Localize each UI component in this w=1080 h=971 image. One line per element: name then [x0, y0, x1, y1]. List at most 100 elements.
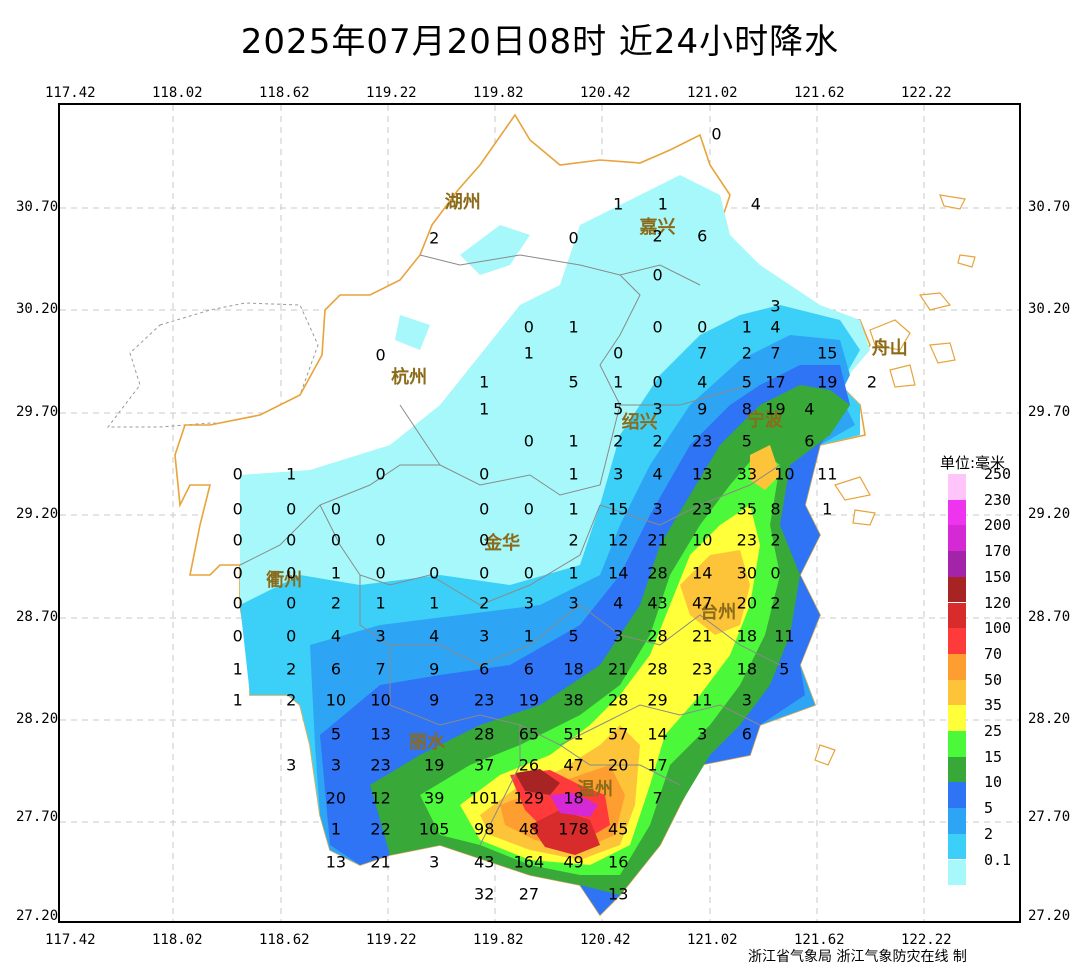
station-value: 23 [692, 659, 713, 679]
legend-item: 10 [948, 773, 1038, 809]
station-value: 27 [518, 884, 540, 904]
station-value: 1 [330, 563, 342, 582]
station-value: 98 [474, 819, 495, 839]
city-label: 杭州 [391, 366, 428, 388]
station-value: 9 [697, 399, 708, 418]
station-value: 17 [765, 372, 786, 392]
station-value: 105 [418, 819, 450, 839]
station-value: 0 [479, 530, 490, 550]
station-value: 3 [741, 690, 752, 710]
station-value: 51 [563, 724, 584, 744]
legend-item: 150 [948, 568, 1038, 603]
station-value: 1 [479, 372, 490, 392]
legend-item: 2 [948, 825, 1038, 860]
station-value: 65 [518, 724, 540, 744]
station-value: 21 [370, 852, 391, 872]
station-value: 26 [518, 755, 540, 775]
right-tick-label: 30.70 [1028, 199, 1071, 215]
station-value: 13 [325, 852, 347, 872]
bottom-tick-label: 119.82 [473, 932, 524, 948]
station-value: 20 [325, 788, 347, 808]
station-value: 0 [286, 530, 297, 550]
right-tick-label: 29.20 [1028, 506, 1071, 522]
station-value: 0 [523, 499, 534, 519]
station-value: 1 [741, 317, 752, 336]
station-value: 6 [330, 659, 342, 679]
station-value: 15 [817, 343, 838, 363]
station-value: 18 [736, 659, 758, 679]
station-value: 2 [330, 593, 342, 613]
city-boundaries [239, 254, 781, 846]
top-tick-label: 119.22 [366, 85, 417, 101]
station-value: 5 [613, 399, 624, 418]
station-value: 3 [479, 626, 490, 646]
station-value: 12 [608, 530, 629, 550]
station-value: 2 [286, 690, 297, 710]
left-tick-label: 28.70 [16, 609, 59, 625]
station-value: 45 [608, 819, 629, 839]
station-value: 0 [286, 626, 297, 646]
station-value: 0 [375, 464, 386, 484]
station-value: 14 [608, 563, 629, 582]
station-value: 28 [474, 724, 495, 744]
left-tick-label: 28.20 [16, 711, 59, 727]
station-value: 0 [232, 464, 243, 484]
bottom-tick-label: 117.42 [45, 932, 96, 948]
bottom-tick-label: 121.02 [687, 932, 738, 948]
station-value: 0 [232, 563, 243, 582]
rain-area-150 [515, 769, 560, 795]
city-label: 宁波 [746, 409, 783, 431]
station-value: 5 [568, 372, 579, 392]
legend-label: 200 [984, 516, 1012, 535]
station-value: 21 [692, 626, 713, 646]
station-value: 47 [563, 755, 584, 775]
station-value: 7 [770, 343, 781, 363]
legend-swatch [948, 551, 966, 577]
station-value: 4 [804, 399, 815, 418]
station-value: 7 [652, 788, 663, 808]
station-value: 15 [608, 499, 629, 519]
rain-area-50 [680, 550, 750, 635]
station-value: 47 [692, 593, 713, 613]
legend-item: 5 [948, 799, 1038, 834]
legend-label: 35 [984, 696, 1003, 715]
station-value: 14 [647, 724, 668, 744]
station-value: 0 [232, 593, 243, 613]
station-value: 6 [479, 659, 490, 679]
station-value: 4 [652, 464, 663, 484]
station-value: 5 [568, 626, 579, 646]
rain-area-200 [550, 793, 598, 817]
station-value: 0 [613, 343, 624, 363]
station-value: 10 [692, 530, 713, 550]
station-value: 6 [804, 431, 815, 451]
legend-swatch [948, 499, 966, 526]
legend-item: 0.1 [948, 851, 1038, 886]
station-value: 0 [232, 530, 243, 550]
station-value: 0 [711, 124, 722, 144]
station-value: 0 [479, 464, 490, 484]
legend-label: 150 [984, 567, 1012, 586]
station-value: 5 [779, 659, 790, 679]
rain-area-120 [530, 810, 600, 855]
station-value: 7 [697, 343, 708, 363]
left-tick-label: 27.70 [16, 809, 59, 825]
top-tick-label: 118.02 [152, 85, 203, 101]
station-value: 7 [375, 659, 386, 679]
left-tick-label: 27.20 [16, 908, 59, 924]
station-value: 2 [568, 530, 579, 550]
station-value: 0 [523, 317, 534, 336]
top-tick-label: 117.42 [45, 85, 96, 101]
station-value: 33 [736, 464, 758, 484]
top-tick-label: 119.82 [473, 85, 524, 101]
station-value: 13 [692, 464, 713, 484]
station-value: 11 [774, 626, 795, 646]
left-tick-label: 29.20 [16, 506, 59, 522]
station-value: 4 [330, 626, 342, 646]
legend-item: 25 [948, 722, 1038, 757]
legend-swatch [948, 679, 966, 706]
station-value: 5 [330, 724, 342, 744]
right-tick-label: 29.70 [1028, 404, 1071, 420]
station-value: 23 [692, 431, 713, 451]
rainfall-fill [240, 175, 870, 915]
